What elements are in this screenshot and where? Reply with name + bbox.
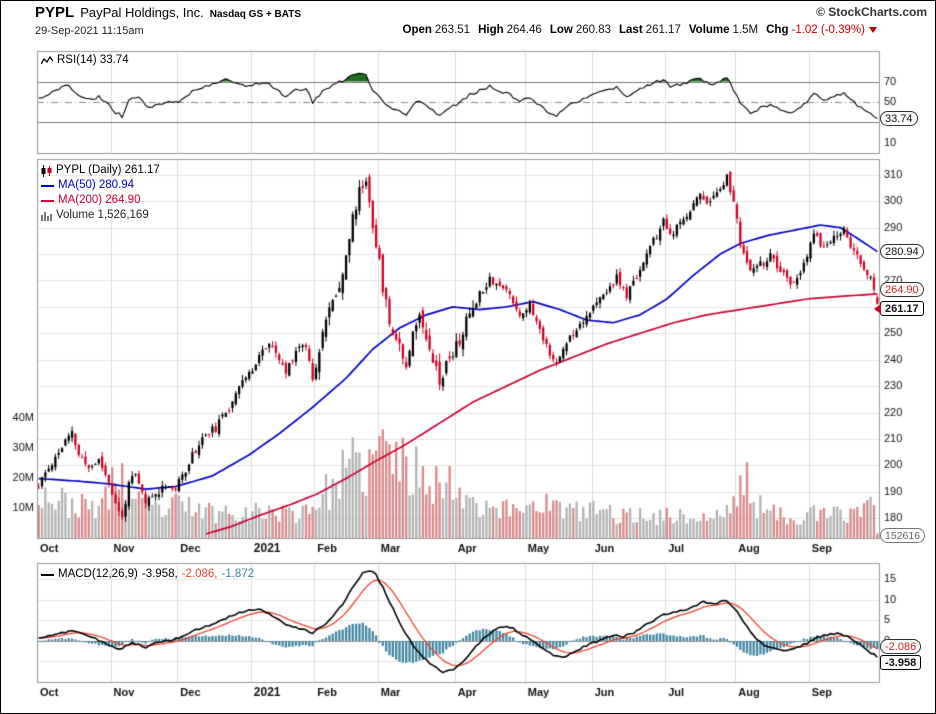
low-label: Low (549, 24, 573, 36)
last-price-text: 261.17 (885, 302, 919, 315)
ma200-line-icon (41, 199, 54, 202)
macd-legend: MACD(12,26,9) -3.958, -2.086, -1.872 (41, 567, 254, 582)
macd-legend-value: -3.958, (141, 568, 178, 580)
macd-legend-name: MACD(12,26,9) (58, 568, 138, 580)
macd-hist-value: -1.872 (221, 568, 255, 580)
rsi-value-badge: 33.74 (880, 111, 918, 126)
company-name: PayPal Holdings, Inc. (80, 5, 204, 20)
last-value: 261.17 (645, 24, 681, 36)
down-arrow-icon (869, 27, 877, 33)
quote-datetime: 29-Sep-2021 11:15am (35, 25, 144, 37)
low-value: 260.83 (575, 24, 612, 36)
ma50-value-badge: 280.94 (880, 244, 924, 259)
candlestick-icon (41, 164, 52, 177)
ticker-symbol: PYPL (35, 4, 75, 21)
open-label: Open (402, 24, 432, 36)
chg-value: -1.02 (-0.39%) (791, 24, 865, 36)
copyright-label: © StockCharts.com (816, 5, 927, 19)
volume-bars-icon (41, 211, 52, 221)
price-arrow-icon (874, 304, 881, 314)
macd-value-badge: -3.958 (880, 655, 922, 670)
ma200-value-badge: 264.90 (880, 282, 924, 297)
volume-label: Volume (688, 24, 730, 36)
macd-line-icon (41, 573, 54, 576)
last-label: Last (619, 24, 643, 36)
ma50-line-icon (41, 184, 54, 187)
high-label: High (478, 24, 504, 36)
exchange-label: Nasdaq GS + BATS (209, 9, 301, 20)
price-legend: PYPL (Daily) 261.17 MA(50) 280.94 MA(200… (41, 163, 160, 223)
ma200-legend-label: MA(200) 264.90 (58, 194, 141, 206)
price-legend-label: PYPL (Daily) 261.17 (56, 164, 160, 176)
rsi-icon (41, 55, 53, 64)
open-value: 263.51 (434, 24, 471, 36)
volume-value-badge: 152616 (880, 528, 926, 543)
ma50-legend-label: MA(50) 280.94 (58, 179, 135, 191)
chg-label: Chg (766, 24, 789, 36)
rsi-legend-label: RSI(14) 33.74 (57, 54, 129, 66)
last-price-badge: 261.17 (874, 301, 924, 316)
high-value: 264.46 (506, 24, 542, 36)
macd-signal-badge: -2.086 (880, 639, 922, 654)
volume-legend-label: Volume 1,526,169 (56, 209, 149, 221)
rsi-legend: RSI(14) 33.74 (41, 53, 129, 68)
header: PYPL PayPal Holdings, Inc. Nasdaq GS + B… (35, 4, 301, 21)
quote-row: Open 263.51 High 264.46 Low 260.83 Last 261.… (395, 24, 877, 36)
volume-value: 1.5M (732, 24, 759, 36)
macd-signal-value: -2.086, (181, 568, 218, 580)
